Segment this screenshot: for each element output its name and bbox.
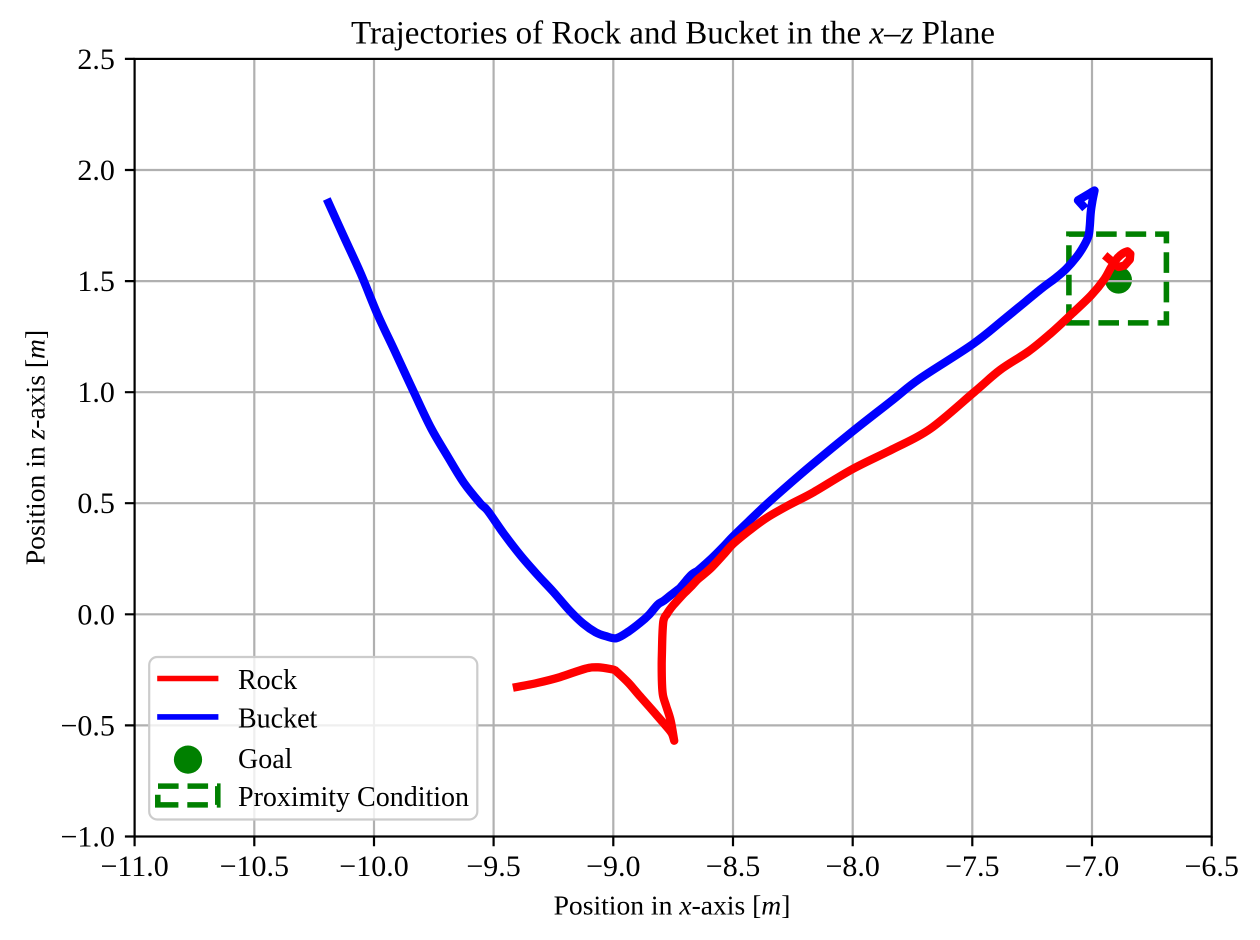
svg-text:0.0: 0.0 xyxy=(77,598,115,631)
svg-text:−8.5: −8.5 xyxy=(706,850,760,883)
svg-text:Position in x-axis [m]: Position in x-axis [m] xyxy=(554,889,791,920)
svg-text:−1.0: −1.0 xyxy=(60,821,114,854)
svg-text:0.5: 0.5 xyxy=(77,487,115,520)
svg-text:1.0: 1.0 xyxy=(77,376,115,409)
svg-text:2.5: 2.5 xyxy=(77,43,115,76)
svg-text:Bucket: Bucket xyxy=(238,703,318,734)
svg-text:Rock: Rock xyxy=(238,665,297,696)
svg-text:1.5: 1.5 xyxy=(77,265,115,298)
svg-text:Proximity Condition: Proximity Condition xyxy=(238,782,469,813)
svg-text:Position in z-axis [m]: Position in z-axis [m] xyxy=(19,330,50,565)
svg-text:−9.5: −9.5 xyxy=(466,850,520,883)
svg-text:−10.0: −10.0 xyxy=(339,850,408,883)
svg-text:2.0: 2.0 xyxy=(77,154,115,187)
svg-text:−8.0: −8.0 xyxy=(825,850,879,883)
svg-text:−7.0: −7.0 xyxy=(1065,850,1119,883)
svg-text:Goal: Goal xyxy=(238,744,293,775)
svg-text:−0.5: −0.5 xyxy=(60,709,114,742)
svg-text:−11.0: −11.0 xyxy=(100,850,168,883)
svg-text:−6.5: −6.5 xyxy=(1184,850,1238,883)
svg-text:−7.5: −7.5 xyxy=(945,850,999,883)
svg-text:−9.0: −9.0 xyxy=(586,850,640,883)
svg-text:−10.5: −10.5 xyxy=(220,850,289,883)
svg-text:Trajectories of Rock and Bucke: Trajectories of Rock and Bucket in the x… xyxy=(351,16,995,52)
